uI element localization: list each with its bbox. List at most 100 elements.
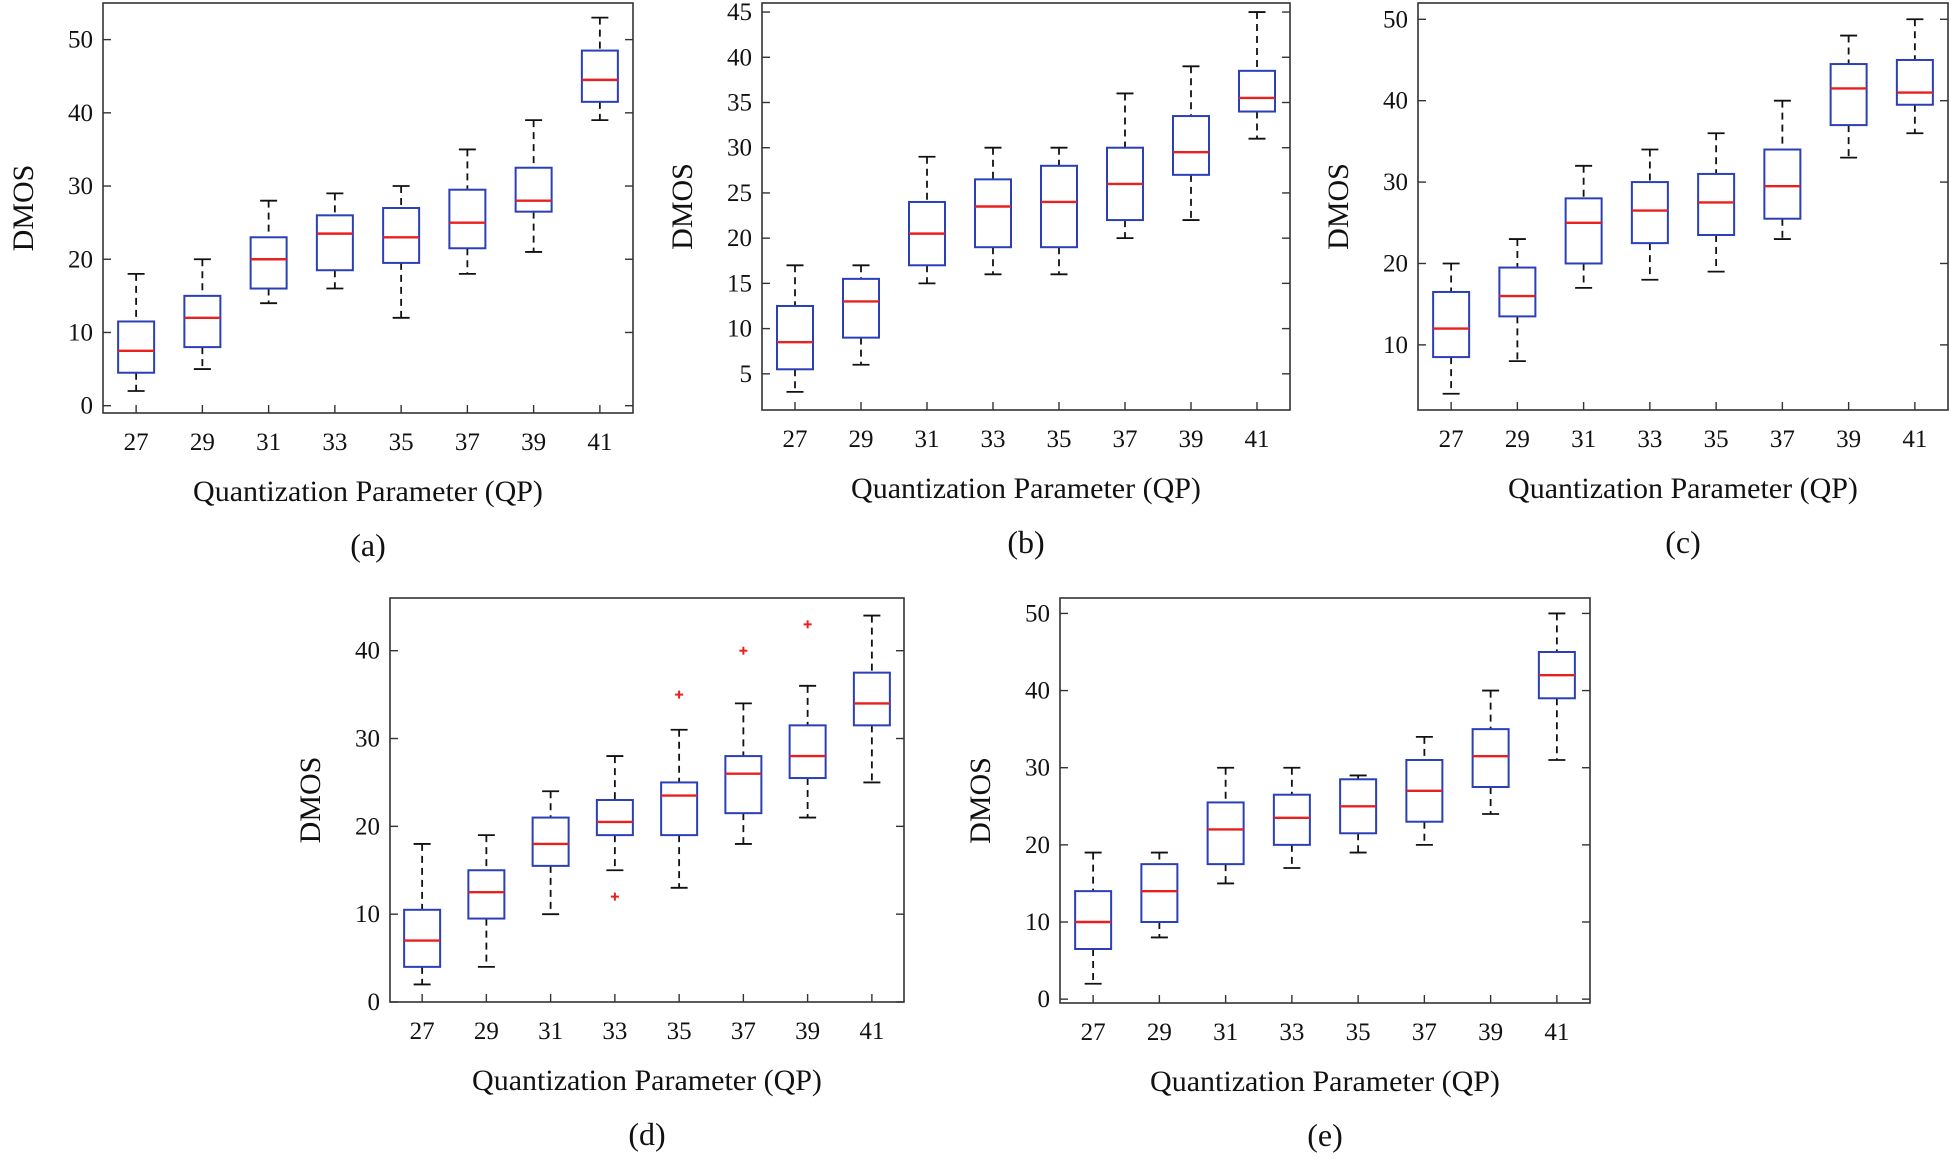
- y-tick-label: 10: [68, 319, 93, 346]
- x-tick-label: 39: [1836, 426, 1861, 453]
- boxplot-panel-4: 0 10 20 30 40 27 29 31 33 35 37 39 41 DMOS Quantizatio…: [294, 597, 905, 1152]
- iqr-box: [249, 236, 288, 290]
- y-axis-label: DMOS: [1322, 163, 1355, 250]
- x-tick-label: 29: [190, 429, 215, 456]
- x-tick-label: 33: [322, 429, 347, 456]
- x-axis-label: Quantization Parameter (QP): [193, 475, 543, 508]
- y-axis-label: DMOS: [294, 757, 327, 844]
- x-tick-label: 31: [1571, 426, 1596, 453]
- x-axis-label: Quantization Parameter (QP): [851, 472, 1201, 505]
- outlier-marker: [610, 892, 619, 901]
- iqr-box: [183, 294, 222, 349]
- y-tick-label: 45: [727, 0, 752, 26]
- x-tick-label: 35: [1704, 426, 1729, 453]
- box-qp-29: [467, 834, 506, 968]
- iqr-box: [724, 755, 763, 815]
- iqr-box: [852, 671, 891, 727]
- y-tick-label: 20: [727, 225, 752, 252]
- outlier-marker: [675, 690, 684, 699]
- y-tick-label: 50: [1025, 600, 1050, 627]
- x-tick-label: 31: [915, 426, 940, 453]
- iqr-box: [595, 799, 634, 837]
- boxplot-panel-2: 5 10 15 20 25 30 35 40 45 27 29 31 33 35 37 39 41 DMOS Qua…: [666, 0, 1291, 560]
- x-tick-label: 33: [1279, 1019, 1304, 1046]
- box-qp-35: [1697, 132, 1736, 273]
- x-tick-label: 41: [1544, 1019, 1569, 1046]
- iqr-box: [842, 277, 880, 339]
- iqr-box: [776, 304, 814, 371]
- x-tick-label: 39: [1179, 426, 1204, 453]
- x-tick-label: 39: [521, 429, 546, 456]
- x-tick-label: 37: [455, 429, 480, 456]
- y-tick-label: 30: [355, 726, 380, 753]
- x-tick-label: 27: [410, 1018, 435, 1045]
- x-tick-label: 29: [1505, 426, 1530, 453]
- box-qp-37: [1405, 735, 1444, 846]
- box-qp-37: [448, 148, 487, 275]
- box-qp-37: [1106, 92, 1144, 240]
- iqr-box: [974, 178, 1012, 249]
- iqr-box: [1498, 266, 1537, 318]
- x-axis-label: Quantization Parameter (QP): [472, 1064, 822, 1097]
- panel-caption: (b): [1007, 524, 1044, 560]
- box-qp-33: [1630, 148, 1669, 281]
- panel-caption: (a): [350, 527, 386, 563]
- panel-caption: (e): [1307, 1117, 1343, 1153]
- y-tick-label: 0: [81, 393, 94, 420]
- x-tick-label: 29: [849, 426, 874, 453]
- iqr-box: [1697, 172, 1736, 236]
- plot-frame: [1059, 597, 1591, 1004]
- y-tick-label: 10: [355, 901, 380, 928]
- y-tick-label: 30: [68, 173, 93, 200]
- x-tick-label: 33: [602, 1018, 627, 1045]
- y-tick-label: 50: [68, 27, 93, 54]
- x-tick-label: 27: [124, 429, 149, 456]
- iqr-box: [1895, 58, 1934, 106]
- x-tick-label: 39: [795, 1018, 820, 1045]
- iqr-box: [1238, 69, 1276, 113]
- iqr-box: [382, 207, 421, 264]
- x-tick-label: 31: [1213, 1019, 1238, 1046]
- y-tick-label: 35: [727, 89, 752, 116]
- iqr-box: [1432, 290, 1471, 359]
- box-qp-41: [580, 16, 619, 122]
- box-qp-31: [249, 199, 288, 305]
- x-tick-label: 41: [1245, 426, 1270, 453]
- box-qp-29: [1140, 851, 1179, 939]
- y-tick-label: 40: [355, 638, 380, 665]
- y-tick-label: 40: [727, 44, 752, 71]
- iqr-box: [514, 166, 553, 213]
- y-tick-label: 20: [68, 246, 93, 273]
- y-axis-label: DMOS: [666, 163, 699, 250]
- x-tick-label: 35: [1346, 1019, 1371, 1046]
- plot-frame: [1417, 2, 1949, 411]
- iqr-box: [1763, 148, 1802, 220]
- box-qp-37: [724, 646, 763, 845]
- box-qp-39: [788, 620, 827, 819]
- iqr-box: [531, 816, 570, 867]
- y-tick-label: 10: [1383, 332, 1408, 359]
- iqr-box: [1040, 164, 1078, 249]
- panel-caption: (d): [628, 1116, 665, 1152]
- x-tick-label: 37: [731, 1018, 756, 1045]
- y-axis-label: DMOS: [964, 757, 997, 844]
- box-qp-27: [1074, 851, 1113, 985]
- y-tick-label: 40: [1025, 678, 1050, 705]
- iqr-box: [1630, 181, 1669, 245]
- box-qp-33: [974, 146, 1012, 276]
- y-tick-label: 50: [1383, 6, 1408, 33]
- box-qp-39: [1172, 65, 1210, 221]
- plot-frame: [389, 597, 905, 1003]
- boxplot-panel-5: 0 10 20 30 40 50 27 29 31 33 35 37 39 41 DMOS Quantizat…: [964, 597, 1591, 1153]
- x-tick-label: 41: [859, 1018, 884, 1045]
- iqr-box: [448, 188, 487, 250]
- y-tick-label: 5: [740, 361, 753, 388]
- box-qp-39: [1829, 34, 1868, 159]
- y-tick-label: 40: [1383, 88, 1408, 115]
- box-qp-27: [1432, 262, 1471, 395]
- plot-frame: [102, 2, 634, 414]
- x-tick-label: 31: [256, 429, 281, 456]
- iqr-box: [788, 724, 827, 780]
- iqr-box: [1074, 890, 1113, 951]
